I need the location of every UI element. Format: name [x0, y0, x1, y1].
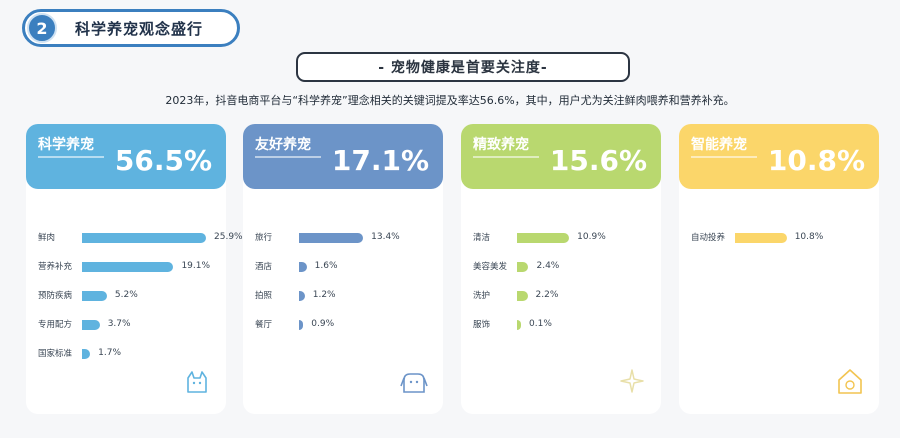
card-category: 精致养宠 [473, 134, 539, 158]
keyword-value: 1.7% [98, 348, 121, 358]
keyword-bar [82, 291, 107, 301]
keyword-value: 2.2% [535, 290, 559, 300]
keyword-bar [517, 291, 528, 301]
keyword-row: 国家标准 1.7% [26, 344, 226, 364]
keyword-value: 1.2% [312, 290, 336, 300]
keyword-value: 1.6% [314, 261, 338, 271]
section-title: 科学养宠观念盛行 [75, 19, 204, 38]
keyword-row: 酒店 1.6% [243, 257, 443, 277]
keyword-bar [299, 233, 364, 243]
keyword-label: 洗护 [473, 291, 491, 301]
keyword-row: 专用配方 3.7% [26, 315, 226, 335]
keyword-bar [517, 262, 529, 272]
subtitle-banner: - 宠物健康是首要关注度- [296, 52, 630, 82]
keyword-bar [517, 233, 570, 243]
card-percent: 56.5% [114, 144, 212, 177]
keyword-row: 餐厅 0.9% [243, 315, 443, 335]
keyword-label: 营养补充 [38, 262, 73, 272]
card-percent: 10.8% [767, 144, 865, 177]
keyword-bar [299, 262, 307, 272]
card-percent: 17.1% [331, 144, 429, 177]
keyword-bar [299, 320, 304, 330]
keyword-label: 美容美发 [473, 262, 508, 272]
section-number: 2 [27, 13, 57, 43]
keyword-bar [82, 320, 100, 330]
keyword-row: 鲜肉 25.9% [26, 228, 243, 248]
keyword-row: 预防疾病 5.2% [26, 286, 226, 306]
keyword-row: 营养补充 19.1% [26, 257, 226, 277]
keyword-row: 旅行 13.4% [243, 228, 443, 248]
keyword-bar [82, 349, 91, 359]
keyword-value: 2.4% [536, 261, 560, 271]
category-card: 智能养宠 10.8% 自动投养 10.8% [679, 124, 879, 414]
card-percent: 15.6% [549, 144, 647, 177]
keyword-bar [735, 233, 787, 243]
intro-text: 2023年，抖音电商平台与“科学养宠”理念相关的关键词提及率达56.6%，其中，… [165, 94, 735, 107]
keyword-label: 酒店 [255, 262, 273, 272]
keyword-label: 餐厅 [255, 320, 273, 330]
keyword-value: 5.2% [114, 290, 138, 300]
keyword-value: 10.8% [794, 232, 824, 242]
keyword-row: 服饰 0.1% [461, 315, 661, 335]
card-category: 智能养宠 [691, 134, 757, 158]
card-category: 科学养宠 [38, 134, 104, 158]
category-card: 精致养宠 15.6% 清洁 10.9% 美容美发 2.4% 洗护 2.2% 服饰 0.1% [461, 124, 661, 414]
category-card: 友好养宠 17.1% 旅行 13.4% 酒店 1.6% 拍照 1.2% 餐厅 0.9% [243, 124, 443, 414]
keyword-label: 旅行 [255, 233, 273, 243]
keyword-value: 19.1% [181, 261, 211, 271]
section-badge: 2 科学养宠观念盛行 [22, 9, 240, 47]
keyword-value: 3.7% [107, 319, 131, 329]
keyword-value: 0.1% [529, 319, 552, 329]
keyword-bar [82, 233, 206, 243]
keyword-label: 专用配方 [38, 320, 73, 330]
keyword-label: 鲜肉 [38, 233, 56, 243]
keyword-label: 预防疾病 [38, 291, 73, 301]
cat-icon [182, 366, 212, 396]
keyword-value: 13.4% [371, 232, 400, 242]
card-header: 智能养宠 10.8% [679, 124, 879, 189]
card-header: 精致养宠 15.6% [461, 124, 661, 189]
keyword-row: 拍照 1.2% [243, 286, 443, 306]
keyword-bar [517, 320, 521, 330]
keyword-label: 自动投养 [691, 233, 726, 243]
keyword-row: 美容美发 2.4% [461, 257, 661, 277]
keyword-row: 清洁 10.9% [461, 228, 661, 248]
keyword-row: 洗护 2.2% [461, 286, 661, 306]
sparkle-icon [617, 366, 647, 396]
card-header: 科学养宠 56.5% [26, 124, 226, 189]
keyword-label: 国家标准 [38, 349, 73, 359]
card-header: 友好养宠 17.1% [243, 124, 443, 189]
keyword-value: 0.9% [311, 319, 335, 329]
keyword-bar [299, 291, 305, 301]
keyword-label: 服饰 [473, 320, 491, 330]
category-card: 科学养宠 56.5% 鲜肉 25.9% 营养补充 19.1% 预防疾病 5.2% 专用配方 3.7… [26, 124, 243, 414]
pet-house-icon [835, 366, 865, 396]
card-category: 友好养宠 [255, 134, 321, 158]
keyword-value: 25.9% [214, 232, 243, 242]
keyword-label: 拍照 [255, 291, 273, 301]
keyword-value: 10.9% [577, 232, 606, 242]
keyword-bar [82, 262, 174, 272]
dog-icon [399, 366, 429, 396]
keyword-row: 自动投养 10.8% [679, 228, 879, 248]
keyword-label: 清洁 [473, 233, 491, 243]
